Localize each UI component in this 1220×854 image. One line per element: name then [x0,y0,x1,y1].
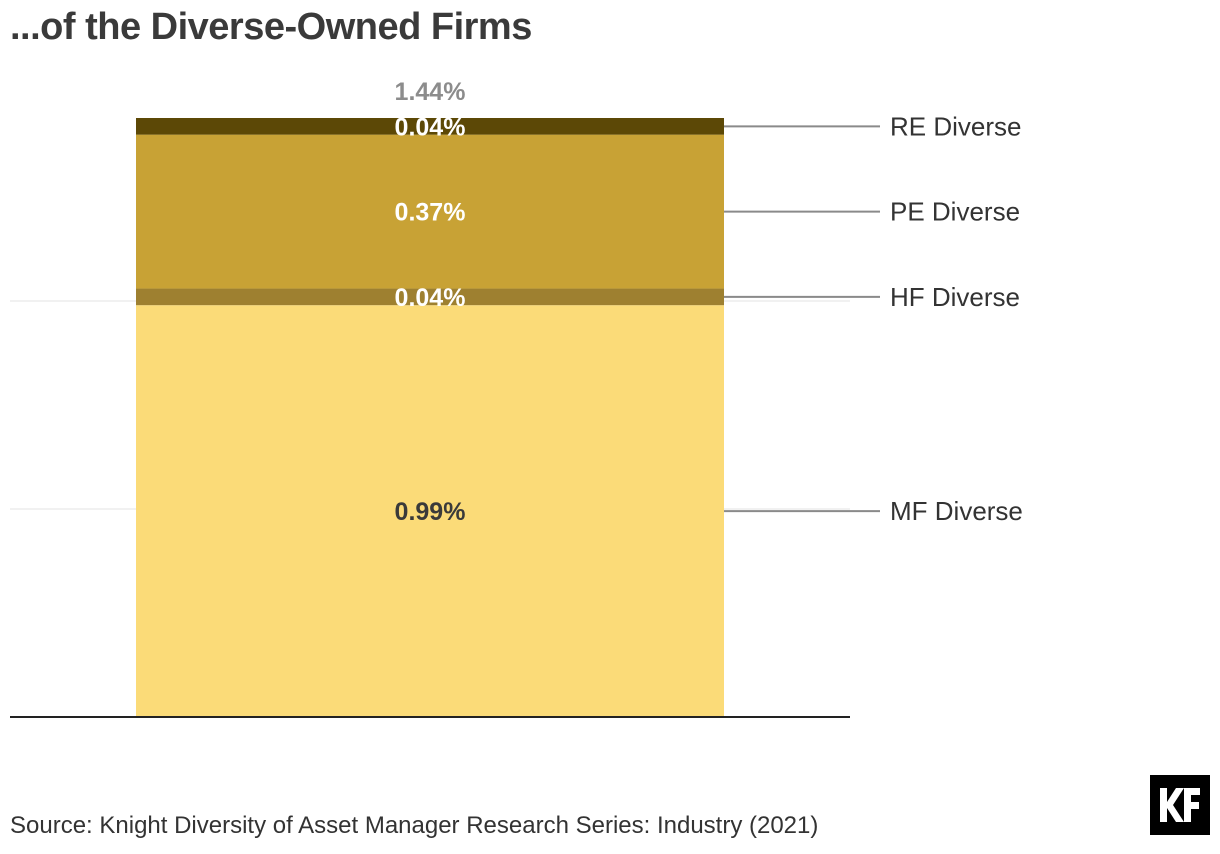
bar-segment [136,134,724,289]
bar-segment [136,305,724,717]
data-label: 0.99% [395,498,466,526]
chart-title: ...of the Diverse-Owned Firms [10,6,532,48]
brand-logo [1150,775,1210,835]
kf-logo-icon [1160,788,1200,822]
bar-segment [136,118,724,135]
data-label: 0.37% [395,199,466,227]
bar-segment [136,288,724,306]
series-label: HF Diverse [890,282,1020,312]
data-label: 0.04% [395,284,466,312]
series-label: RE Diverse [890,111,1021,141]
data-label: 0.04% [395,113,466,141]
series-label: MF Diverse [890,496,1023,526]
series-label: PE Diverse [890,197,1020,227]
stacked-bar-chart: MF Diverse HF Diverse PE Diverse RE Diverse… [10,78,1023,718]
total-label: 1.44% [395,78,466,106]
source-note: Source: Knight Diversity of Asset Manage… [10,812,819,839]
